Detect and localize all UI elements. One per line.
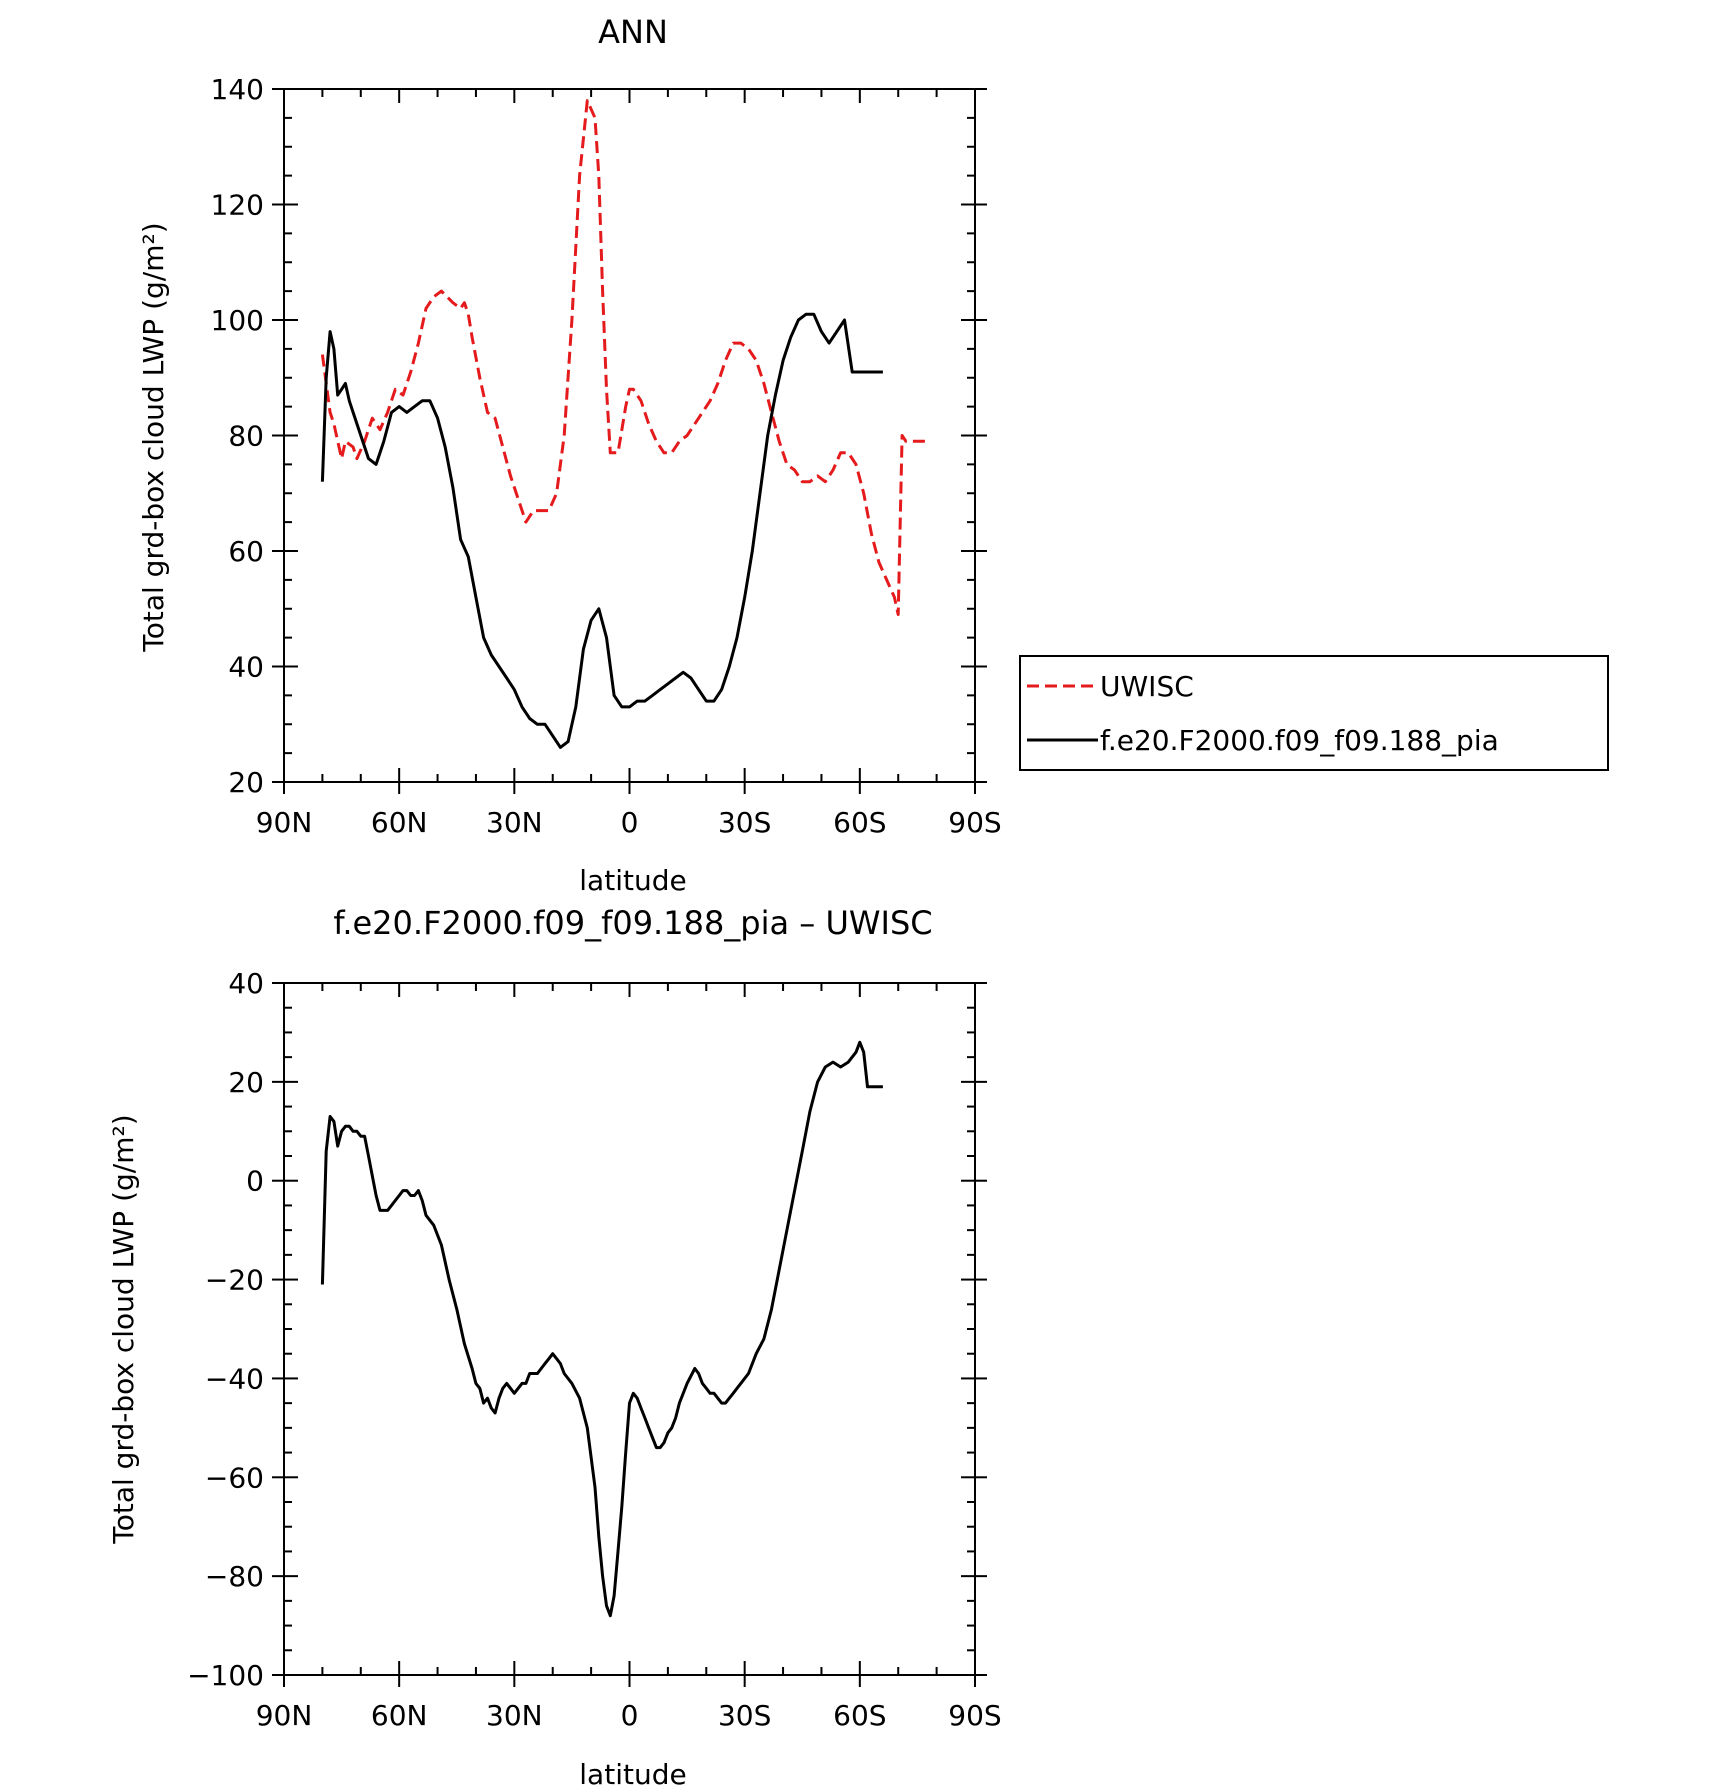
y-tick-label: 60 (228, 535, 264, 568)
bottom-panel-title: f.e20.F2000.f09_f09.188_pia – UWISC (333, 904, 932, 942)
y-tick-label: 80 (228, 420, 264, 453)
bottom-plot-area: 90N 60N 30N 0 30S 60S 90S −100 −80 −60 −40 −20 0 20 40 (187, 967, 1002, 1732)
top-y-axis-label: Total grd-box cloud LWP (g/m²) (137, 222, 170, 652)
top-panel-title: ANN (598, 13, 668, 51)
x-tick-label: 30S (718, 1699, 771, 1732)
y-tick-label: 20 (228, 1066, 264, 1099)
x-tick-label: 90N (256, 806, 313, 839)
y-tick-label: 40 (228, 651, 264, 684)
top-x-axis-label: latitude (579, 864, 686, 897)
x-tick-label: 30S (718, 806, 771, 839)
x-tick-label: 30N (486, 1699, 543, 1732)
y-tick-label: 40 (228, 967, 264, 1000)
y-tick-label: 100 (211, 304, 264, 337)
x-tick-label: 60N (371, 806, 428, 839)
x-tick-label: 60N (371, 1699, 428, 1732)
series-line-0 (320, 99, 926, 616)
y-tick-label: −40 (205, 1362, 264, 1395)
y-tick-label: 20 (228, 766, 264, 799)
y-tick-label: −80 (205, 1560, 264, 1593)
x-tick-label: 0 (621, 806, 639, 839)
x-tick-label: 90S (948, 806, 1001, 839)
x-tick-label: 90S (948, 1699, 1001, 1732)
bottom-panel: f.e20.F2000.f09_f09.188_pia – UWISC 90N 6… (107, 904, 1002, 1789)
x-tick-label: 60S (833, 1699, 886, 1732)
legend-box (1019, 655, 1609, 771)
x-tick-label: 60S (833, 806, 886, 839)
top-panel: ANN 90N 60N 30N 0 30S 60S 90S 20 40 60 80 100 120 140… (137, 13, 1609, 897)
top-legend: UWISC f.e20.F2000.f09_f09.188_pia (1019, 655, 1609, 771)
legend-label-uwisc: UWISC (1100, 670, 1194, 703)
y-tick-label: −100 (187, 1659, 264, 1692)
y-tick-label: −20 (205, 1264, 264, 1297)
legend-label-model: f.e20.F2000.f09_f09.188_pia (1100, 724, 1499, 757)
x-tick-label: 30N (486, 806, 543, 839)
y-tick-label: 0 (246, 1165, 264, 1198)
bottom-y-axis-label: Total grd-box cloud LWP (g/m²) (107, 1114, 140, 1544)
series-line-0 (320, 1040, 883, 1618)
x-tick-label: 90N (256, 1699, 313, 1732)
x-tick-label: 0 (621, 1699, 639, 1732)
bottom-x-axis-label: latitude (579, 1758, 686, 1789)
y-tick-label: 120 (211, 189, 264, 222)
y-tick-label: −60 (205, 1461, 264, 1494)
top-plot-area: 90N 60N 30N 0 30S 60S 90S 20 40 60 80 100 120 140 (211, 73, 1002, 839)
y-tick-label: 140 (211, 73, 264, 106)
plot-frame (283, 88, 976, 783)
series-line-1 (320, 312, 883, 749)
